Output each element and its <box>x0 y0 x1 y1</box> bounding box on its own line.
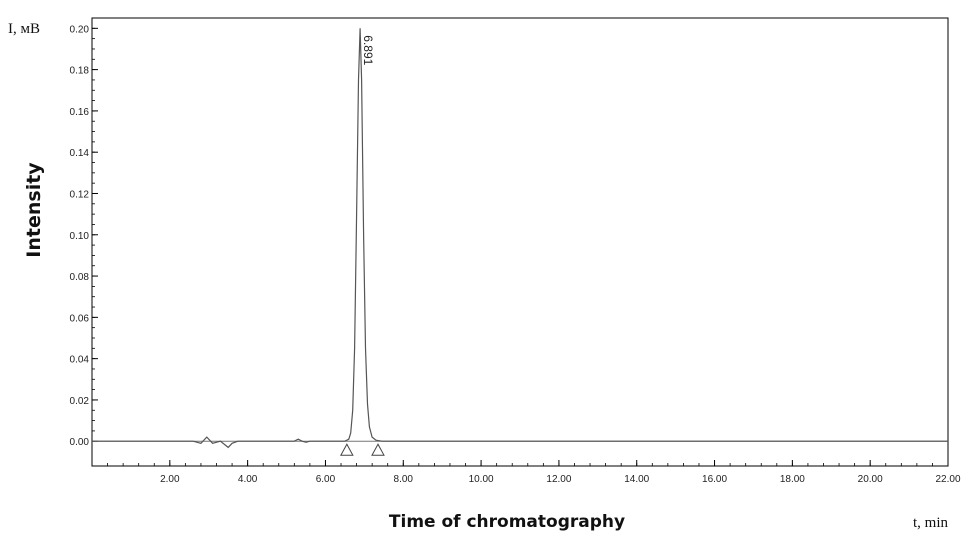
y-tick-label: 0.10 <box>70 231 90 242</box>
baseline-markers <box>340 443 385 456</box>
baseline-marker-triangle <box>371 443 385 456</box>
series-line <box>92 28 948 449</box>
plot-frame <box>91 17 949 467</box>
y-tick-label: 0.18 <box>70 66 90 77</box>
y-tick-label: 0.06 <box>70 313 90 324</box>
y-tick-label: 0.16 <box>70 107 90 118</box>
x-unit-label: t, min <box>913 515 949 531</box>
y-tick-label: 0.08 <box>70 272 90 283</box>
x-tick-label: 2.00 <box>160 474 180 485</box>
x-axis: 2.00 4.00 6.00 8.00 10.00 12.00 14.00 16.00 18.0… <box>107 460 961 485</box>
x-tick-label: 20.00 <box>858 474 883 485</box>
x-tick-label: 12.00 <box>546 474 571 485</box>
y-tick-label: 0.02 <box>70 396 90 407</box>
x-tick-label: 18.00 <box>780 474 805 485</box>
x-tick-label: 10.00 <box>469 474 494 485</box>
baseline-marker-triangle <box>340 443 354 456</box>
y-tick-label: 0.04 <box>70 355 90 366</box>
x-tick-label: 6.00 <box>316 474 336 485</box>
y-axis-title: Intensity <box>23 162 45 258</box>
x-tick-label: 22.00 <box>935 474 960 485</box>
y-tick-label: 0.14 <box>70 148 90 159</box>
y-tick-label: 0.12 <box>70 189 90 200</box>
y-tick-label: 0.20 <box>70 24 90 35</box>
x-tick-label: 16.00 <box>702 474 727 485</box>
y-axis: 0.00 0.02 0.04 0.06 0.08 0.10 0.12 0.14 0.16 0.18… <box>70 17 98 448</box>
y-unit-label: I, мВ <box>8 21 40 37</box>
y-tick-label: 0.00 <box>70 437 90 448</box>
x-tick-label: 14.00 <box>624 474 649 485</box>
peak-labels: 6.891 <box>361 35 375 65</box>
x-tick-label: 8.00 <box>394 474 414 485</box>
x-tick-label: 4.00 <box>238 474 258 485</box>
peak-retention-label: 6.891 <box>361 35 375 65</box>
x-axis-title: Time of chromatography <box>389 512 625 532</box>
